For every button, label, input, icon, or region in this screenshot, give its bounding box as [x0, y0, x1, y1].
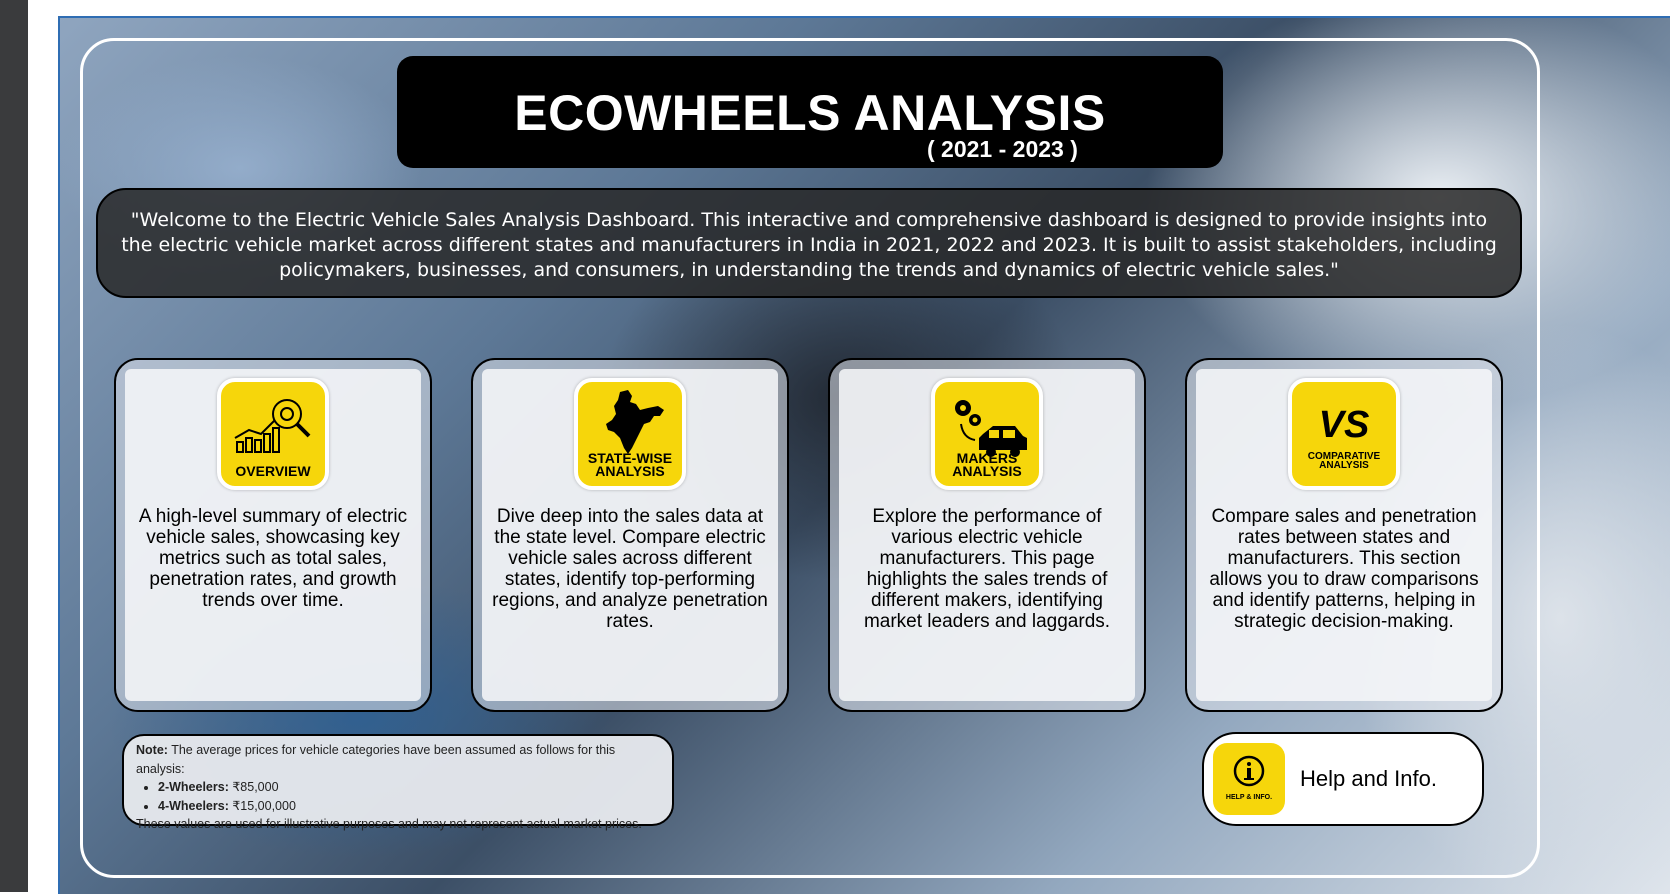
- makers-card[interactable]: MAKERS ANALYSIS Explore the performance …: [828, 358, 1146, 712]
- card-description: Dive deep into the sales data at the sta…: [492, 506, 768, 632]
- item-name: 2-Wheelers:: [158, 780, 229, 794]
- state-wise-nav-button[interactable]: STATE-WISE ANALYSIS: [574, 378, 686, 490]
- note-footer: These values are used for illustrative p…: [136, 817, 642, 831]
- overview-card[interactable]: OVERVIEW A high-level summary of electri…: [114, 358, 432, 712]
- versus-icon: VS: [1318, 404, 1370, 446]
- card-label: OVERVIEW: [235, 463, 311, 479]
- help-icon-caption: HELP & INFO.: [1225, 794, 1273, 801]
- list-item: 2-Wheelers: ₹85,000: [158, 778, 660, 797]
- note-intro: Note: The average prices for vehicle cat…: [136, 741, 660, 778]
- makers-nav-button[interactable]: MAKERS ANALYSIS: [931, 378, 1043, 490]
- item-value: ₹15,00,000: [232, 798, 296, 813]
- card-label: MAKERS ANALYSIS: [952, 450, 1022, 479]
- item-name: 4-Wheelers:: [158, 798, 229, 813]
- card-description: Compare sales and penetration rates betw…: [1209, 506, 1479, 632]
- gears-car-icon: [955, 400, 1027, 457]
- year-range: ( 2021 - 2023 ): [927, 136, 1078, 162]
- card-label: STATE-WISE ANALYSIS: [587, 450, 673, 479]
- pricing-note: Note: The average prices for vehicle cat…: [122, 734, 674, 831]
- state-wise-card[interactable]: STATE-WISE ANALYSIS Dive deep into the s…: [471, 358, 789, 712]
- comparative-nav-button[interactable]: VS COMPARATIVE ANALYSIS: [1288, 378, 1400, 490]
- card-description: A high-level summary of electric vehicle…: [138, 506, 408, 611]
- dashboard-canvas: ECOWHEELS ANALYSIS ( 2021 - 2023 ) "Welc…: [58, 16, 1670, 894]
- note-label: Note:: [136, 743, 168, 757]
- title-banner: ECOWHEELS ANALYSIS ( 2021 - 2023 ): [397, 56, 1223, 168]
- content-frame: [80, 38, 1540, 878]
- india-map-icon: [606, 390, 664, 454]
- overview-nav-button[interactable]: OVERVIEW: [217, 378, 329, 490]
- page-title: ECOWHEELS ANALYSIS: [514, 85, 1106, 141]
- card-description: Explore the performance of various elect…: [863, 506, 1111, 632]
- info-icon: [1233, 755, 1265, 787]
- help-label: Help and Info.: [1300, 766, 1437, 791]
- welcome-message: "Welcome to the Electric Vehicle Sales A…: [96, 188, 1522, 298]
- price-list: 2-Wheelers: ₹85,000 4-Wheelers: ₹15,00,0…: [136, 778, 660, 815]
- list-item: 4-Wheelers: ₹15,00,000: [158, 797, 660, 816]
- note-intro-text: The average prices for vehicle categorie…: [136, 743, 616, 776]
- card-label: COMPARATIVE ANALYSIS: [1307, 451, 1381, 471]
- item-value: ₹85,000: [232, 780, 279, 794]
- help-icon-tile: HELP & INFO.: [1213, 743, 1285, 815]
- overview-chart-icon: [234, 399, 311, 453]
- help-info-button[interactable]: HELP & INFO. Help and Info.: [1202, 732, 1484, 826]
- left-rail: [0, 0, 28, 892]
- comparative-card[interactable]: VS COMPARATIVE ANALYSIS Compare sales an…: [1185, 358, 1503, 712]
